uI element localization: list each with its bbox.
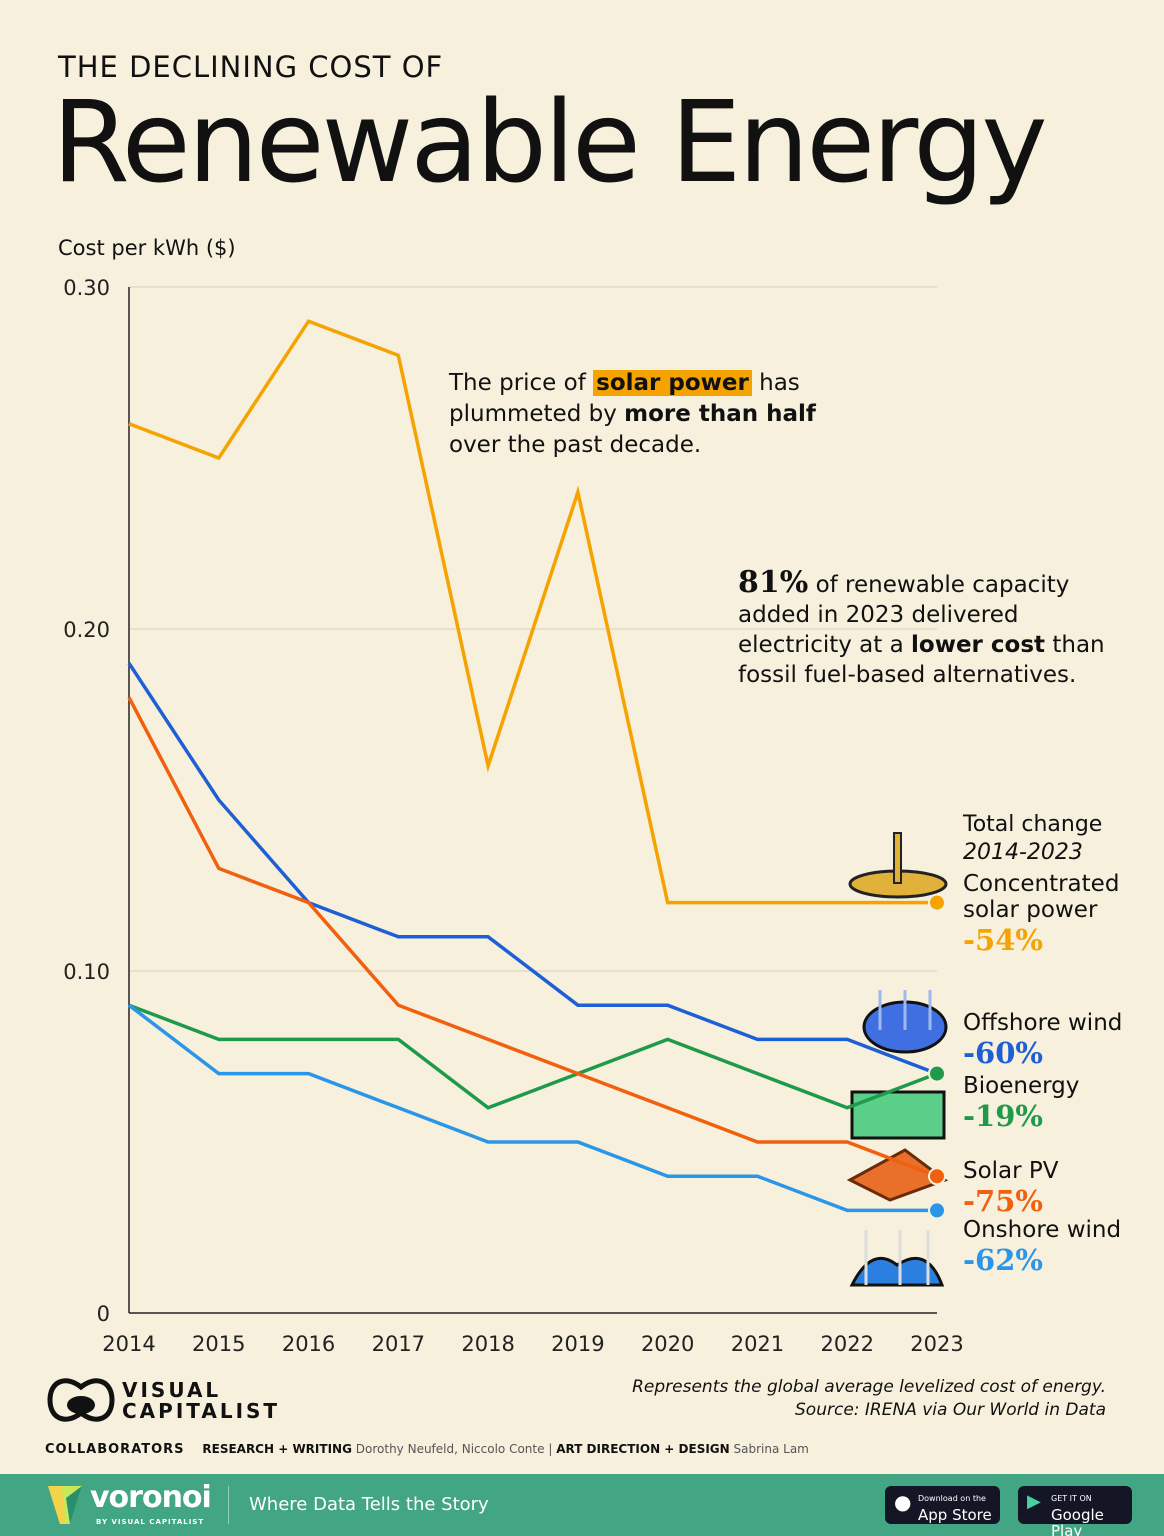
separator: |: [548, 1442, 553, 1456]
store-label: App Store: [918, 1506, 992, 1524]
collaborators-label: COLLABORATORS: [45, 1442, 185, 1457]
role-names: Sabrina Lam: [733, 1442, 809, 1456]
x-tick-label: 2019: [551, 1332, 604, 1356]
voronoi-brand: voronoi: [90, 1480, 212, 1515]
legend-onshore: Onshore wind -62%: [963, 1217, 1121, 1277]
voronoi-sub: BY VISUAL CAPITALIST: [96, 1518, 205, 1526]
highlight: solar power: [593, 370, 752, 396]
footnote: Represents the global average levelized …: [632, 1376, 1106, 1422]
y-tick-label: 0.10: [63, 960, 110, 984]
annotation-solar: The price of solar power has plummeted b…: [449, 368, 816, 461]
series-line: [127, 696, 938, 1178]
kicker: THE DECLINING COST OF: [58, 50, 444, 84]
series-change: -19%: [963, 1099, 1043, 1133]
legend-title: Total change: [963, 812, 1103, 837]
apple-icon: ●: [894, 1490, 912, 1514]
text: has: [751, 370, 800, 396]
annotation-capacity: 81% of renewable capacity added in 2023 …: [738, 568, 1105, 690]
app-store-button[interactable]: ● Download on the App Store: [885, 1486, 1000, 1524]
google-play-button[interactable]: ▶ GET IT ON Google Play: [1018, 1486, 1132, 1536]
footer-bar: voronoi BY VISUAL CAPITALIST Where Data …: [0, 1474, 1164, 1536]
line-chart: 0 0.10 0.20 0.30 2014 2015 2016 2017 2018 2019 202…: [63, 276, 963, 1356]
store-small: GET IT ON: [1051, 1494, 1092, 1503]
store-small: Download on the: [918, 1494, 986, 1503]
series-change: -54%: [963, 923, 1043, 957]
y-axis-label: Cost per kWh ($): [58, 236, 236, 260]
legend-heading: Total change 2014-2023: [963, 811, 1102, 867]
text: than: [1045, 632, 1105, 658]
legend-offshore: Offshore wind -60%: [963, 1010, 1122, 1070]
x-tick-label: 2017: [372, 1332, 425, 1356]
play-icon: ▶: [1027, 1491, 1041, 1512]
brand-line: CAPITALIST: [122, 1399, 281, 1423]
text: electricity at a: [738, 632, 912, 658]
legend-subtitle: 2014-2023: [963, 840, 1083, 865]
voronoi-logo-icon: [48, 1486, 82, 1524]
role-names: Dorothy Neufeld, Niccolo Conte: [355, 1442, 545, 1456]
x-tick-label: 2023: [910, 1332, 963, 1356]
brand-name: VISUAL CAPITALIST: [122, 1380, 280, 1422]
series-change: -62%: [963, 1243, 1043, 1277]
series-change: -75%: [963, 1184, 1043, 1218]
series-line: [127, 1003, 937, 1213]
series-label: Bioenergy: [963, 1073, 1080, 1099]
role-label: RESEARCH + WRITING: [202, 1442, 352, 1456]
x-tick-label: 2016: [282, 1332, 335, 1356]
stat: 81%: [738, 565, 809, 600]
x-tick-label: 2020: [641, 1332, 694, 1356]
brand-line: VISUAL: [122, 1378, 222, 1402]
collaborators: COLLABORATORS RESEARCH + WRITING Dorothy…: [45, 1442, 809, 1457]
bold-text: more than half: [624, 401, 816, 427]
divider: [228, 1486, 229, 1524]
footnote-text: Represents the global average levelized …: [632, 1377, 1106, 1397]
text: fossil fuel-based alternatives.: [738, 662, 1077, 688]
series-change: -60%: [963, 1036, 1043, 1070]
text: over the past decade.: [449, 432, 702, 458]
source-text: Source: IRENA via Our World in Data: [795, 1400, 1106, 1420]
text: plummeted by: [449, 401, 625, 427]
series-line: [128, 1003, 938, 1110]
text: of renewable capacity: [808, 572, 1070, 598]
series-label: Offshore wind: [963, 1010, 1123, 1036]
page-title: Renewable Energy: [52, 78, 1048, 208]
tagline: Where Data Tells the Story: [249, 1494, 489, 1515]
y-tick-label: 0.30: [63, 276, 110, 300]
y-tick-label: 0: [97, 1302, 110, 1326]
series-line: [128, 319, 937, 905]
series-label: Solar PV: [963, 1158, 1059, 1184]
x-tick-label: 2015: [192, 1332, 245, 1356]
x-tick-label: 2018: [461, 1332, 514, 1356]
end-point: [928, 1201, 946, 1220]
y-tick-label: 0.20: [63, 618, 110, 642]
end-point: [928, 1167, 946, 1186]
legend-solar-pv: Solar PV -75%: [963, 1158, 1059, 1218]
legend-csp: Concentrated solar power -54%: [963, 871, 1143, 957]
series-label: Onshore wind: [963, 1217, 1122, 1243]
x-tick-label: 2022: [820, 1332, 873, 1356]
end-point: [928, 1064, 946, 1083]
text: added in 2023 delivered: [738, 602, 1019, 628]
legend-bioenergy: Bioenergy -19%: [963, 1073, 1079, 1133]
bold-text: lower cost: [911, 632, 1046, 658]
x-tick-label: 2021: [731, 1332, 784, 1356]
series-line: [127, 662, 938, 1076]
visual-capitalist-logo-icon: [47, 1378, 115, 1422]
csp-tower-icon: [893, 832, 902, 884]
store-label: Google Play: [1051, 1506, 1104, 1536]
series-label: Concentrated solar power: [963, 871, 1120, 923]
text: The price of: [449, 370, 594, 396]
end-point: [928, 893, 946, 912]
x-tick-label: 2014: [102, 1332, 155, 1356]
role-label: ART DIRECTION + DESIGN: [556, 1442, 730, 1456]
